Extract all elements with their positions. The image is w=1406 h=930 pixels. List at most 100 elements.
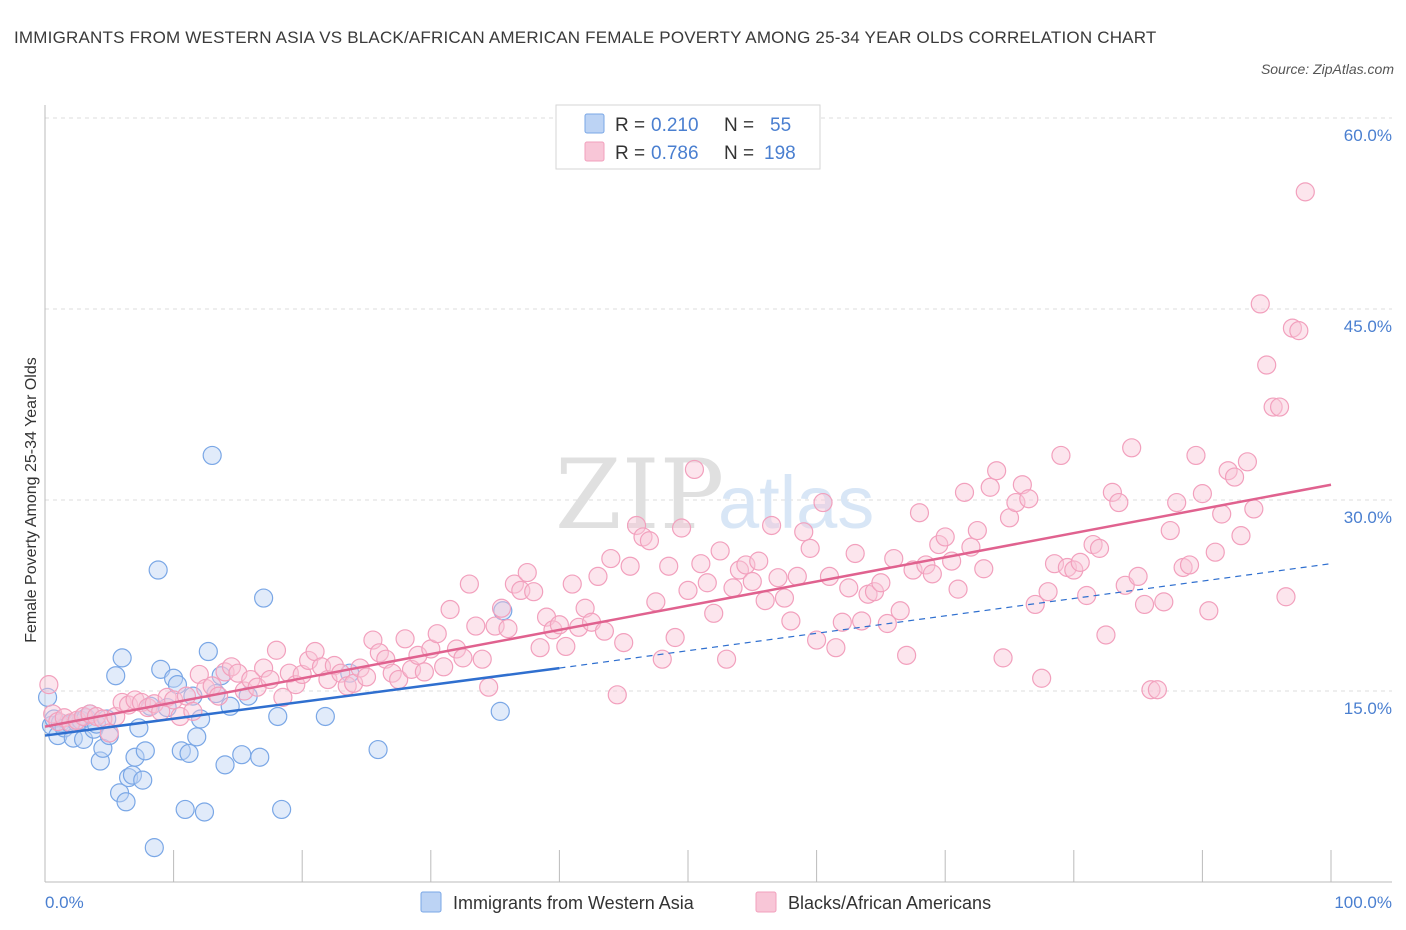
trend-line-western-asia [44,666,560,737]
black-african-american-point-95 [646,592,666,612]
black-african-american-point-140 [935,527,955,547]
black-african-american-point-189 [1250,294,1270,314]
western-asia-point-42 [194,802,215,822]
black-african-american-point-179 [1186,445,1206,466]
black-african-american-point-101 [684,459,705,480]
black-african-american-point-104 [704,603,724,623]
black-african-american-point-81 [556,636,576,657]
black-african-american-point-130 [871,573,891,593]
series-western-asia-points [37,445,513,858]
legend-r-label-blue: R = [615,115,645,136]
black-african-american-point-167 [1109,492,1129,513]
black-african-american-point-187 [1237,452,1258,472]
x-tick-label-1: 100.0% [1334,893,1392,912]
black-african-american-point-193 [1276,587,1296,607]
legend-n-label-blue: N = [724,115,754,136]
correlation-legend: R = 0.210 N = 55 R = 0.786 N = 198 [555,104,821,170]
black-african-american-point-154 [1025,594,1045,615]
black-african-american-point-170 [1128,566,1148,587]
y-tick-label-2: 45.0% [1344,317,1392,336]
black-african-american-point-24 [189,664,209,685]
black-african-american-point-155 [1032,668,1052,688]
black-african-american-point-75 [517,562,537,583]
western-asia-point-58 [490,701,510,721]
black-african-american-point-97 [659,556,679,576]
black-african-american-point-90 [614,633,634,653]
black-african-american-point-111 [749,551,769,571]
black-african-american-point-0 [39,675,59,695]
black-african-american-point-158 [1051,445,1071,466]
black-african-american-point-191 [1263,397,1283,417]
black-african-american-point-37 [273,687,293,707]
black-african-american-point-36 [266,640,287,660]
black-african-american-point-50 [356,667,377,687]
black-african-american-point-160 [1064,560,1084,580]
black-african-american-point-71 [491,598,512,618]
black-african-american-point-105 [710,541,730,561]
western-asia-point-57 [368,739,388,760]
black-african-american-point-175 [1160,520,1180,541]
series-legend: Immigrants from Western Asia Blacks/Afri… [420,891,991,913]
black-african-american-point-66 [459,574,479,594]
black-african-american-point-121 [813,492,833,513]
y-tick-label-3: 60.0% [1344,126,1392,145]
black-african-american-point-62 [434,657,454,677]
black-african-american-point-45 [324,655,344,676]
black-african-american-point-165 [1096,625,1116,645]
black-african-american-point-181 [1199,601,1219,621]
black-african-american-point-116 [781,611,801,631]
western-asia-point-38 [179,743,199,763]
western-asia-point-54 [272,799,292,820]
black-african-american-point-98 [665,627,685,648]
black-african-american-point-110 [742,571,762,592]
western-asia-point-22 [116,792,136,812]
black-african-american-point-196 [1295,182,1315,202]
black-african-american-point-178 [1179,555,1200,575]
source-label: Source: ZipAtlas.com [1260,61,1394,77]
western-asia-point-21 [112,648,132,668]
black-african-american-point-139 [929,534,949,555]
black-african-american-point-176 [1167,492,1187,513]
black-african-american-point-134 [897,645,917,665]
black-african-american-point-185 [1224,467,1245,487]
black-african-american-point-87 [594,621,615,641]
black-african-american-point-147 [980,477,1000,497]
western-asia-point-49 [232,745,252,765]
black-african-american-point-153 [1019,489,1039,509]
black-african-american-point-114 [768,568,788,588]
black-african-american-point-69 [479,677,499,697]
black-african-american-point-166 [1102,482,1122,502]
western-asia-point-51 [250,747,270,767]
black-african-american-point-127 [852,611,872,631]
western-asia-point-53 [268,706,288,727]
black-african-american-point-107 [723,578,743,598]
black-african-american-point-172 [1141,680,1161,700]
black-african-american-point-89 [607,685,627,705]
legend-swatch-blue [584,113,605,134]
chart-title: IMMIGRANTS FROM WESTERN ASIA VS BLACK/AF… [14,28,1157,47]
legend-swatch-pink [584,141,605,162]
black-african-american-point-164 [1089,538,1110,558]
black-african-american-point-92 [626,515,647,536]
black-african-american-point-118 [794,522,814,542]
western-asia-point-52 [254,588,274,608]
black-african-american-point-135 [903,560,923,580]
black-african-american-point-122 [819,566,840,587]
black-african-american-point-113 [761,515,782,536]
black-african-american-point-72 [498,619,518,639]
black-african-american-point-91 [620,556,640,576]
y-tick-label-0: 15.0% [1344,699,1392,718]
black-african-american-point-63 [440,599,460,620]
black-african-american-point-67 [466,616,486,636]
black-african-american-point-61 [427,624,447,644]
black-african-american-point-188 [1244,499,1264,519]
legend-r-value-blue: 0.210 [651,115,699,136]
western-asia-point-36 [171,741,191,761]
western-asia-point-31 [148,560,168,580]
series-black-african-american-points [39,182,1315,743]
black-african-american-point-174 [1154,592,1174,612]
y-tick-label-1: 30.0% [1344,508,1392,527]
western-asia-point-19 [106,666,126,686]
y-axis-label: Female Poverty Among 25-34 Year Olds [23,357,40,643]
trend-lines [44,483,1332,737]
